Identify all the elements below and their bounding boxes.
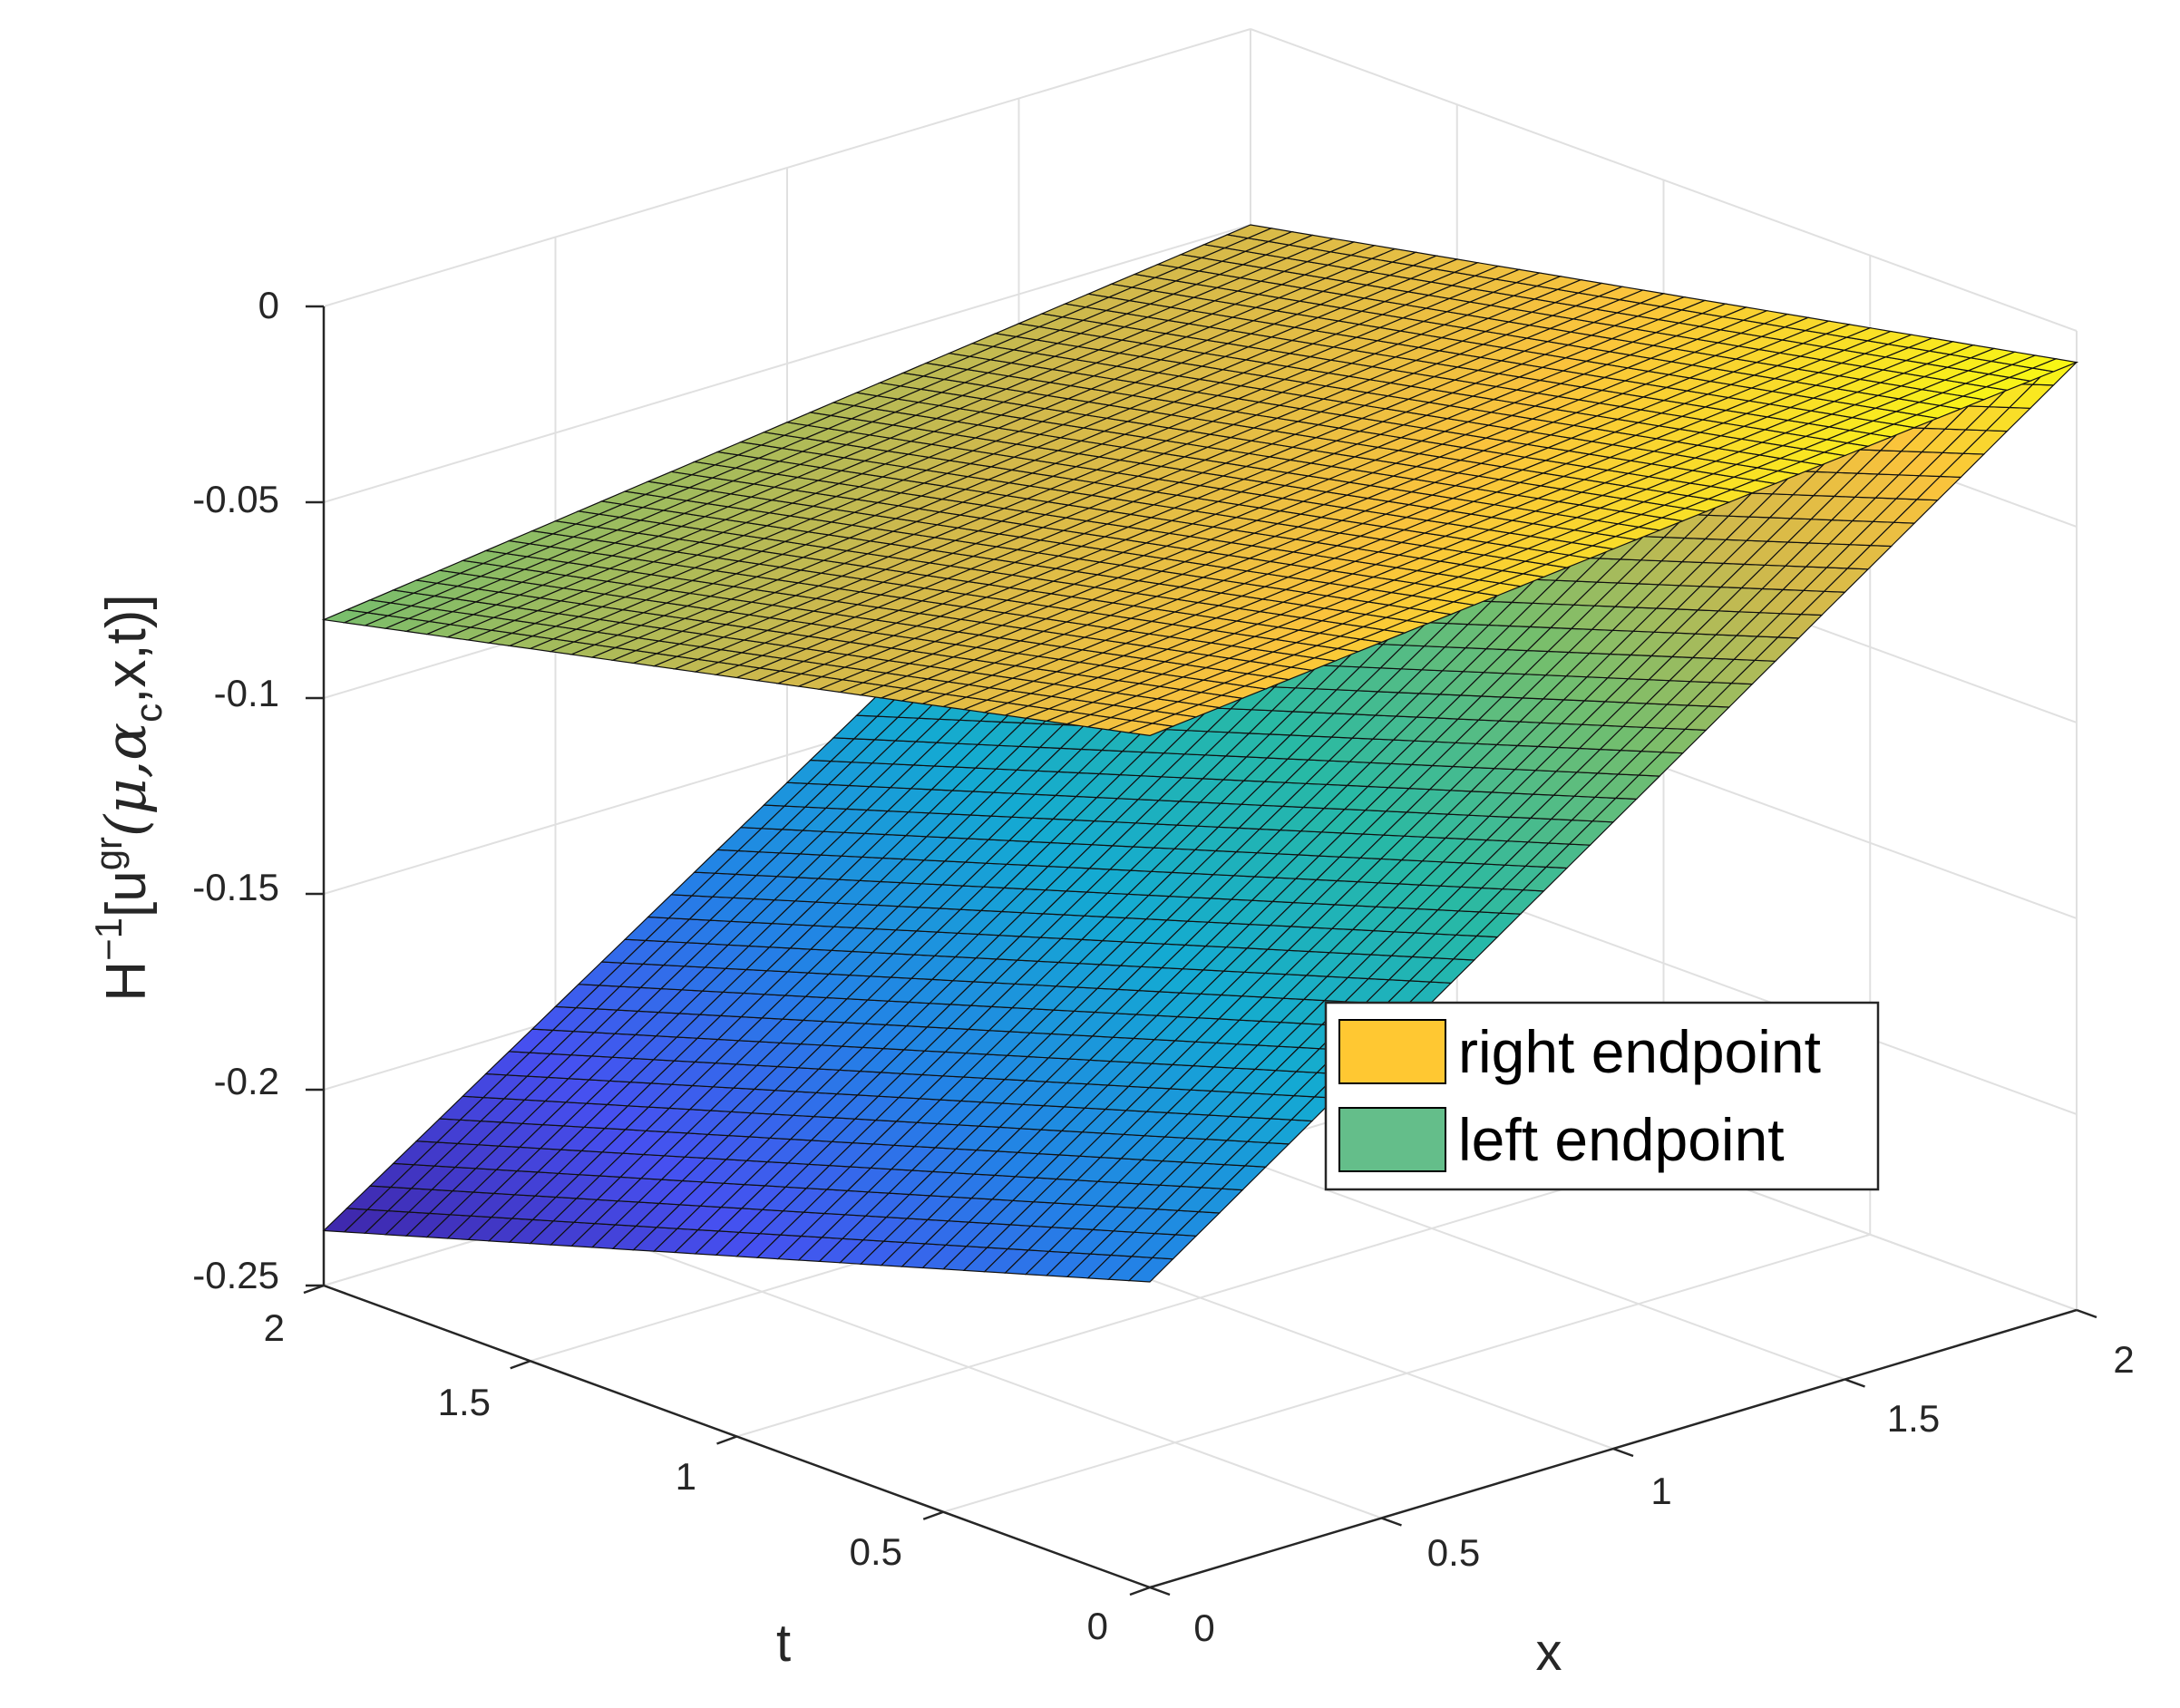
x-tick-label: 2 — [2113, 1338, 2134, 1381]
svg-text:H−1[ugr(μ,αc,x,t)]: H−1[ugr(μ,αc,x,t)] — [87, 594, 170, 1001]
z-label-u-sup: gr — [87, 837, 130, 870]
x-tick-labels: 0 0.5 1 1.5 2 — [1193, 1338, 2134, 1649]
t-tick-mark — [1129, 1586, 1151, 1596]
floor-gridline — [736, 1158, 1664, 1438]
x-axis-label: x — [1536, 1623, 1562, 1682]
legend: right endpoint left endpoint — [1324, 1001, 1880, 1191]
back-wall-gridline — [323, 28, 1251, 307]
t-axis-label: t — [776, 1614, 791, 1673]
x-tick-mark — [2076, 1308, 2097, 1319]
legend-label-right-endpoint: right endpoint — [1458, 1018, 1821, 1085]
legend-swatch-right-endpoint — [1338, 1019, 1446, 1084]
x-tick-label: 1.5 — [1887, 1397, 1940, 1440]
z-axis-label: H−1[ugr(μ,αc,x,t)] — [87, 594, 170, 1001]
t-tick-label: 0 — [1087, 1605, 1108, 1647]
z-tick-label: -0.05 — [192, 478, 279, 520]
t-tick-label: 1 — [676, 1455, 696, 1498]
x-tick-mark — [1149, 1586, 1171, 1596]
t-tick-label: 2 — [264, 1306, 285, 1349]
surfaces — [321, 224, 2079, 1283]
z-tick-label: -0.1 — [214, 672, 279, 714]
z-label-c-sub: c — [127, 704, 170, 723]
t-tick-mark — [716, 1435, 737, 1445]
z-label-h: H — [95, 961, 158, 1002]
z-label-bracket: [u — [95, 870, 158, 917]
x-tick-mark — [1844, 1378, 1865, 1388]
z-label-close: ,x,t)] — [95, 594, 158, 704]
z-label-args: (μ,α — [92, 723, 159, 837]
legend-label-left-endpoint: left endpoint — [1458, 1106, 1785, 1173]
side-wall-gridline — [1250, 28, 2078, 332]
legend-swatch-left-endpoint — [1338, 1107, 1446, 1172]
t-tick-mark — [510, 1360, 531, 1370]
x-tick-mark — [1381, 1517, 1402, 1527]
x-tick-mark — [1612, 1447, 1634, 1458]
t-tick-mark — [303, 1284, 325, 1295]
t-tick-labels: 0 0.5 1 1.5 2 — [264, 1306, 1108, 1647]
z-tick-labels: 0 -0.05 -0.1 -0.15 -0.2 -0.25 — [192, 284, 279, 1296]
t-tick-mark — [922, 1510, 944, 1520]
surface-right-endpoint — [321, 224, 2079, 737]
t-tick-label: 1.5 — [438, 1381, 491, 1423]
axes — [303, 305, 2097, 1596]
surface-patch — [2030, 358, 2079, 373]
z-label-h-sup: −1 — [87, 917, 130, 961]
x-tick-label: 0.5 — [1427, 1531, 1480, 1574]
back-wall-gridline — [323, 224, 1251, 503]
t-tick-label: 0.5 — [850, 1530, 902, 1573]
x-tick-label: 1 — [1650, 1470, 1671, 1512]
x-tick-label: 0 — [1193, 1606, 1214, 1649]
z-tick-label: -0.2 — [214, 1060, 279, 1102]
z-tick-label: 0 — [258, 284, 279, 326]
z-tick-label: -0.15 — [192, 866, 279, 908]
z-tick-label: -0.25 — [192, 1254, 279, 1296]
